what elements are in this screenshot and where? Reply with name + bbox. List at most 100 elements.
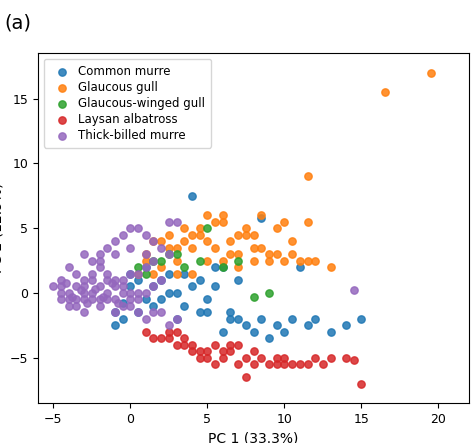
Glaucous gull [203,237,211,245]
Laysan albatross [165,328,173,335]
Glaucous gull [203,257,211,264]
Glaucous gull [311,257,319,264]
Glaucous gull [188,270,196,277]
Glaucous gull [165,231,173,238]
Laysan albatross [296,361,303,368]
Glaucous gull [273,225,281,232]
Common murre [111,322,118,329]
Thick-billed murre [108,279,116,286]
Common murre [157,276,165,284]
Glaucous gull [304,173,311,180]
Thick-billed murre [134,225,142,232]
Thick-billed murre [119,283,127,290]
Glaucous gull [173,244,180,251]
Common murre [165,289,173,296]
Glaucous gull [234,231,242,238]
Laysan albatross [203,348,211,355]
Common murre [265,335,273,342]
Common murre [188,283,196,290]
Thick-billed murre [96,264,103,271]
Thick-billed murre [119,289,127,296]
Thick-billed murre [111,237,118,245]
Common murre [196,309,203,316]
Common murre [327,328,334,335]
Glaucous gull [250,257,257,264]
Glaucous gull [288,237,296,245]
Thick-billed murre [80,276,88,284]
Glaucous gull [142,251,149,258]
Thick-billed murre [134,270,142,277]
Thick-billed murre [111,309,118,316]
Common murre [134,309,142,316]
Thick-billed murre [127,303,134,310]
Laysan albatross [357,380,365,387]
Glaucous gull [165,244,173,251]
Glaucous gull [281,218,288,225]
Glaucous-winged gull [250,293,257,300]
Thick-billed murre [103,276,111,284]
Glaucous gull [304,257,311,264]
Laysan albatross [242,373,250,381]
Thick-billed murre [65,303,73,310]
Common murre [203,309,211,316]
Thick-billed murre [157,276,165,284]
Common murre [211,283,219,290]
Common murre [150,303,157,310]
Glaucous-winged gull [157,257,165,264]
Thick-billed murre [96,257,103,264]
Common murre [203,296,211,303]
Thick-billed murre [88,296,96,303]
Thick-billed murre [165,251,173,258]
Thick-billed murre [142,251,149,258]
Common murre [242,322,250,329]
Thick-billed murre [165,322,173,329]
Common murre [173,315,180,323]
Glaucous gull [150,270,157,277]
Common murre [357,315,365,323]
Common murre [196,276,203,284]
Glaucous-winged gull [134,264,142,271]
Thick-billed murre [65,264,73,271]
Common murre [219,264,227,271]
Y-axis label: PC 2 (12.9%): PC 2 (12.9%) [0,183,4,273]
Glaucous gull [157,237,165,245]
Glaucous gull [242,225,250,232]
Common murre [119,315,127,323]
Common murre [250,328,257,335]
Glaucous gull [134,270,142,277]
Laysan albatross [257,354,265,361]
Thick-billed murre [157,244,165,251]
Laysan albatross [234,341,242,348]
Laysan albatross [196,354,203,361]
Glaucous gull [281,257,288,264]
Glaucous gull [273,251,281,258]
Glaucous-winged gull [265,289,273,296]
Common murre [234,315,242,323]
Thick-billed murre [80,251,88,258]
X-axis label: PC 1 (33.3%): PC 1 (33.3%) [209,431,299,443]
Laysan albatross [273,354,281,361]
Common murre [142,296,149,303]
Common murre [188,192,196,199]
Thick-billed murre [134,296,142,303]
Laysan albatross [211,361,219,368]
Thick-billed murre [111,251,118,258]
Glaucous gull [257,244,265,251]
Common murre [157,296,165,303]
Glaucous gull [227,237,234,245]
Laysan albatross [157,335,165,342]
Thick-billed murre [150,283,157,290]
Common murre [281,328,288,335]
Laysan albatross [219,348,227,355]
Common murre [165,270,173,277]
Thick-billed murre [88,257,96,264]
Glaucous gull [196,225,203,232]
Glaucous gull [150,237,157,245]
Glaucous gull [265,257,273,264]
Laysan albatross [203,354,211,361]
Thick-billed murre [96,251,103,258]
Glaucous gull [211,218,219,225]
Thick-billed murre [80,296,88,303]
Glaucous gull [296,257,303,264]
Thick-billed murre [142,289,149,296]
